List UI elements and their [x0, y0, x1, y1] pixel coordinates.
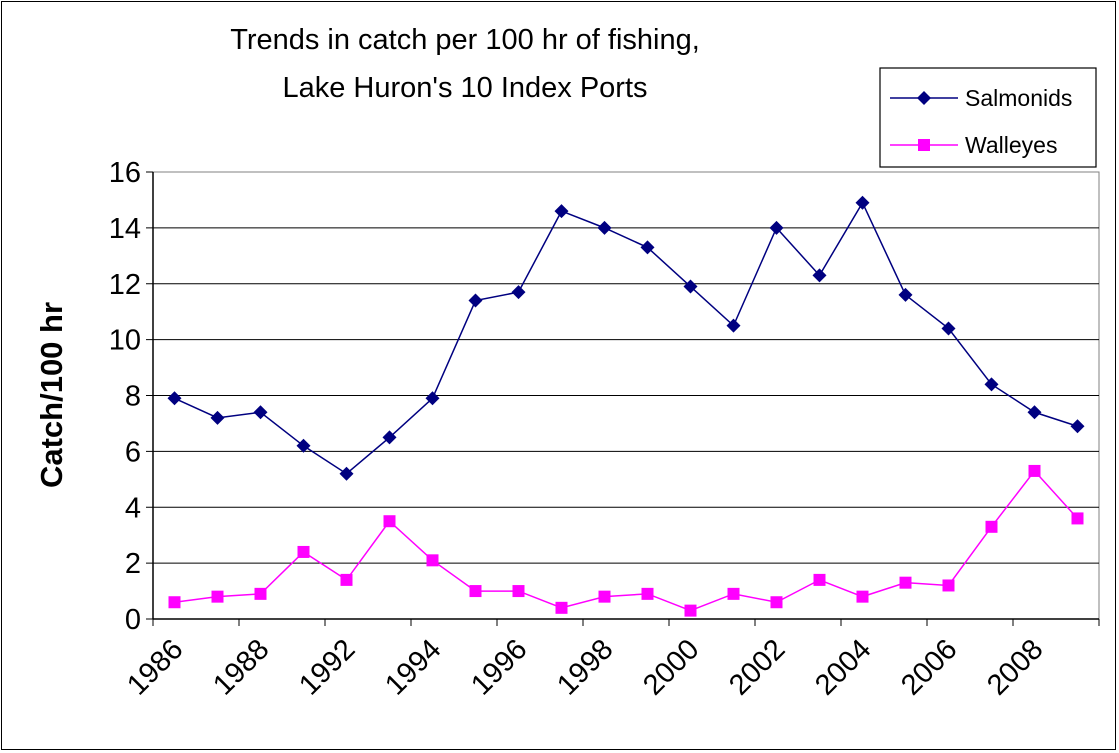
- data-point-salmonids: [855, 195, 870, 210]
- data-point-walleyes: [598, 590, 611, 603]
- y-axis-ticks: 0 2 4 6 8 10 12 14 16: [109, 157, 153, 636]
- y-tick-label: 6: [125, 436, 141, 468]
- legend-label-salmonids: Salmonids: [965, 85, 1072, 111]
- legend: Salmonids Walleyes: [879, 67, 1097, 168]
- x-axis-ticks: 1986 1988 1992 1994 1996 1998 2000 2002 2004 2006…: [121, 619, 1100, 702]
- data-point-salmonids: [382, 430, 397, 445]
- data-point-salmonids: [1027, 405, 1042, 420]
- x-tick-label: 1992: [293, 633, 361, 701]
- data-point-salmonids: [769, 220, 784, 235]
- data-point-walleyes: [684, 604, 697, 617]
- data-point-salmonids: [898, 287, 913, 302]
- x-tick-label: 2008: [981, 633, 1049, 701]
- data-point-walleyes: [555, 601, 568, 614]
- data-point-walleyes: [641, 587, 654, 600]
- legend-marker-salmonids: [917, 91, 931, 105]
- x-tick-label: 2000: [637, 633, 705, 701]
- x-tick-label: 2002: [723, 633, 791, 701]
- data-point-salmonids: [941, 321, 956, 336]
- data-point-walleyes: [469, 585, 482, 598]
- data-point-walleyes: [770, 596, 783, 609]
- chart-title-line-1: Trends in catch per 100 hr of fishing,: [230, 24, 700, 56]
- data-point-salmonids: [210, 410, 225, 425]
- data-point-walleyes: [1071, 512, 1084, 525]
- x-tick-label: 2006: [895, 633, 963, 701]
- data-point-salmonids: [511, 285, 526, 300]
- y-tick-label: 14: [109, 213, 141, 245]
- legend-marker-walleyes: [918, 139, 930, 151]
- y-tick-label: 0: [125, 604, 141, 636]
- data-point-salmonids: [597, 220, 612, 235]
- data-point-walleyes: [168, 596, 181, 609]
- data-point-salmonids: [812, 268, 827, 283]
- legend-box: [879, 67, 1097, 168]
- data-point-salmonids: [1070, 419, 1085, 434]
- data-point-salmonids: [554, 204, 569, 219]
- data-point-salmonids: [296, 438, 311, 453]
- y-tick-label: 10: [109, 325, 141, 357]
- y-tick-label: 8: [125, 381, 141, 413]
- data-point-salmonids: [468, 293, 483, 308]
- series-line-walleyes: [174, 469, 1079, 612]
- data-point-walleyes: [512, 585, 525, 598]
- data-point-salmonids: [167, 391, 182, 406]
- gridlines: [153, 227, 1099, 564]
- data-point-walleyes: [856, 590, 869, 603]
- data-point-salmonids: [253, 405, 268, 420]
- data-point-salmonids: [640, 240, 655, 255]
- y-tick-label: 16: [109, 157, 141, 189]
- y-tick-label: 4: [125, 492, 141, 524]
- data-point-salmonids: [683, 279, 698, 294]
- data-point-walleyes: [727, 587, 740, 600]
- chart-title-line-2: Lake Huron's 10 Index Ports: [282, 72, 648, 104]
- x-tick-label: 1998: [551, 633, 619, 701]
- data-point-walleyes: [254, 587, 267, 600]
- data-point-walleyes: [211, 590, 224, 603]
- x-tick-label: 2004: [809, 633, 877, 701]
- legend-label-walleyes: Walleyes: [965, 132, 1057, 158]
- y-tick-label: 2: [125, 548, 141, 580]
- data-point-walleyes: [942, 579, 955, 592]
- y-tick-label: 12: [109, 269, 141, 301]
- data-point-walleyes: [1028, 464, 1041, 477]
- series-group: [167, 195, 1085, 617]
- series-line-salmonids: [174, 201, 1078, 475]
- data-point-walleyes: [383, 515, 396, 528]
- x-tick-label: 1994: [379, 633, 447, 701]
- data-point-walleyes: [426, 554, 439, 567]
- data-point-salmonids: [726, 318, 741, 333]
- data-point-walleyes: [985, 520, 998, 533]
- x-tick-label: 1988: [207, 633, 275, 701]
- data-point-walleyes: [297, 545, 310, 558]
- data-point-walleyes: [899, 576, 912, 589]
- x-tick-label: 1996: [465, 633, 533, 701]
- data-point-salmonids: [984, 377, 999, 392]
- series-salmonids: [167, 195, 1085, 481]
- series-walleyes: [168, 464, 1084, 617]
- data-point-walleyes: [340, 573, 353, 586]
- data-point-salmonids: [339, 466, 354, 481]
- x-tick-label: 1986: [121, 633, 189, 701]
- data-point-walleyes: [813, 573, 826, 586]
- data-point-salmonids: [425, 391, 440, 406]
